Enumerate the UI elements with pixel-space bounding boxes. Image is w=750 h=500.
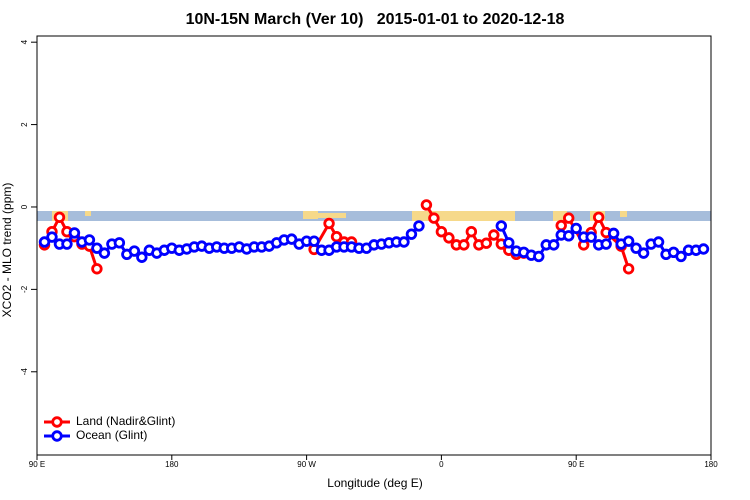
point: [622, 235, 635, 247]
y-tick-label: 0: [20, 204, 29, 209]
point: [480, 237, 493, 249]
x-tick-label: 180: [165, 460, 179, 469]
x-tick-label: 90 E: [29, 460, 45, 469]
point: [91, 263, 103, 275]
point: [675, 250, 687, 263]
y-tick-label: -2: [20, 285, 29, 293]
point: [570, 222, 582, 235]
point: [38, 236, 51, 248]
point: [428, 212, 440, 224]
point: [600, 238, 612, 250]
point: [308, 235, 320, 247]
point: [330, 230, 343, 243]
x-tick-label: 90 E: [568, 460, 584, 469]
x-tick-label: 180: [704, 460, 718, 469]
plot-frame: [36, 35, 712, 456]
point: [398, 236, 410, 248]
land-patch: [553, 211, 567, 221]
point: [113, 237, 126, 249]
point: [622, 263, 635, 275]
point: [563, 230, 575, 242]
point: [53, 211, 66, 223]
y-tick-label: 2: [20, 122, 29, 127]
y-axis-title: XCO2 - MLO trend (ppm): [0, 183, 14, 318]
land-patch: [85, 211, 91, 216]
y-tick-label: -4: [20, 368, 29, 376]
x-tick-label: 90 W: [297, 460, 316, 469]
point: [465, 225, 478, 238]
point: [61, 238, 73, 250]
point: [405, 228, 418, 240]
point: [555, 219, 567, 232]
land-patch: [412, 211, 515, 221]
point: [503, 237, 515, 249]
point: [46, 231, 58, 243]
point: [637, 247, 650, 259]
legend-marker: [51, 416, 63, 428]
point: [592, 211, 605, 223]
legend-label: Land (Nadir&Glint): [76, 414, 175, 428]
point: [68, 227, 81, 239]
point: [435, 225, 448, 238]
y-tick-label: 4: [20, 39, 29, 44]
point: [495, 220, 508, 232]
chart-title: 10N-15N March (Ver 10) 2015-01-01 to 202…: [186, 11, 565, 28]
x-tick-label: 0: [439, 460, 444, 469]
point: [585, 231, 597, 243]
point: [630, 242, 642, 254]
point: [323, 217, 335, 230]
point: [128, 245, 141, 257]
x-axis-title: Longitude (deg E): [327, 476, 422, 490]
legend-label: Ocean (Glint): [76, 428, 147, 442]
point: [548, 239, 560, 251]
point: [83, 234, 96, 246]
point: [91, 242, 103, 254]
point: [420, 199, 433, 211]
legend-marker: [51, 430, 63, 442]
point: [652, 236, 665, 248]
point: [488, 229, 500, 241]
land-patch: [620, 211, 627, 217]
ocean-band: [37, 211, 711, 221]
map-strip: [37, 211, 711, 221]
point: [607, 227, 620, 240]
point: [136, 251, 148, 263]
point: [285, 233, 298, 245]
land-patch: [318, 213, 346, 218]
point: [697, 243, 710, 255]
point: [533, 250, 545, 263]
point: [458, 239, 470, 251]
land-patch: [303, 211, 318, 219]
point: [413, 220, 425, 232]
point: [443, 232, 455, 244]
point: [98, 247, 111, 259]
point: [563, 212, 575, 224]
